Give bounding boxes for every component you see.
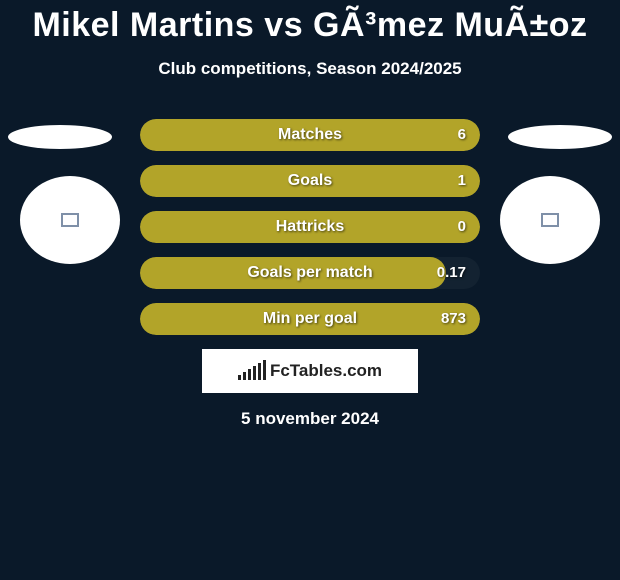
stat-label: Hattricks	[140, 211, 480, 243]
stat-label: Goals per match	[140, 257, 480, 289]
stat-value: 1	[458, 165, 466, 197]
stat-value: 0.17	[437, 257, 466, 289]
stat-value: 873	[441, 303, 466, 335]
stat-row: Goals per match0.17	[140, 257, 480, 289]
subtitle: Club competitions, Season 2024/2025	[0, 59, 620, 79]
date-text: 5 november 2024	[0, 409, 620, 429]
image-placeholder-icon	[61, 213, 79, 227]
footer-brand-text: FcTables.com	[270, 361, 382, 381]
player-right-small-ellipse	[508, 125, 612, 149]
player-left-small-ellipse	[8, 125, 112, 149]
stat-label: Matches	[140, 119, 480, 151]
stat-label: Min per goal	[140, 303, 480, 335]
stats-list: Matches6Goals1Hattricks0Goals per match0…	[140, 119, 480, 335]
stat-row: Goals1	[140, 165, 480, 197]
stat-row: Matches6	[140, 119, 480, 151]
stat-value: 6	[458, 119, 466, 151]
stat-value: 0	[458, 211, 466, 243]
footer-brand-box: FcTables.com	[202, 349, 418, 393]
page-title: Mikel Martins vs GÃ³mez MuÃ±oz	[0, 6, 620, 45]
image-placeholder-icon	[541, 213, 559, 227]
stat-row: Min per goal873	[140, 303, 480, 335]
player-left-avatar	[20, 176, 120, 264]
brand-bars-icon	[238, 362, 266, 380]
stat-row: Hattricks0	[140, 211, 480, 243]
stat-label: Goals	[140, 165, 480, 197]
player-right-avatar	[500, 176, 600, 264]
